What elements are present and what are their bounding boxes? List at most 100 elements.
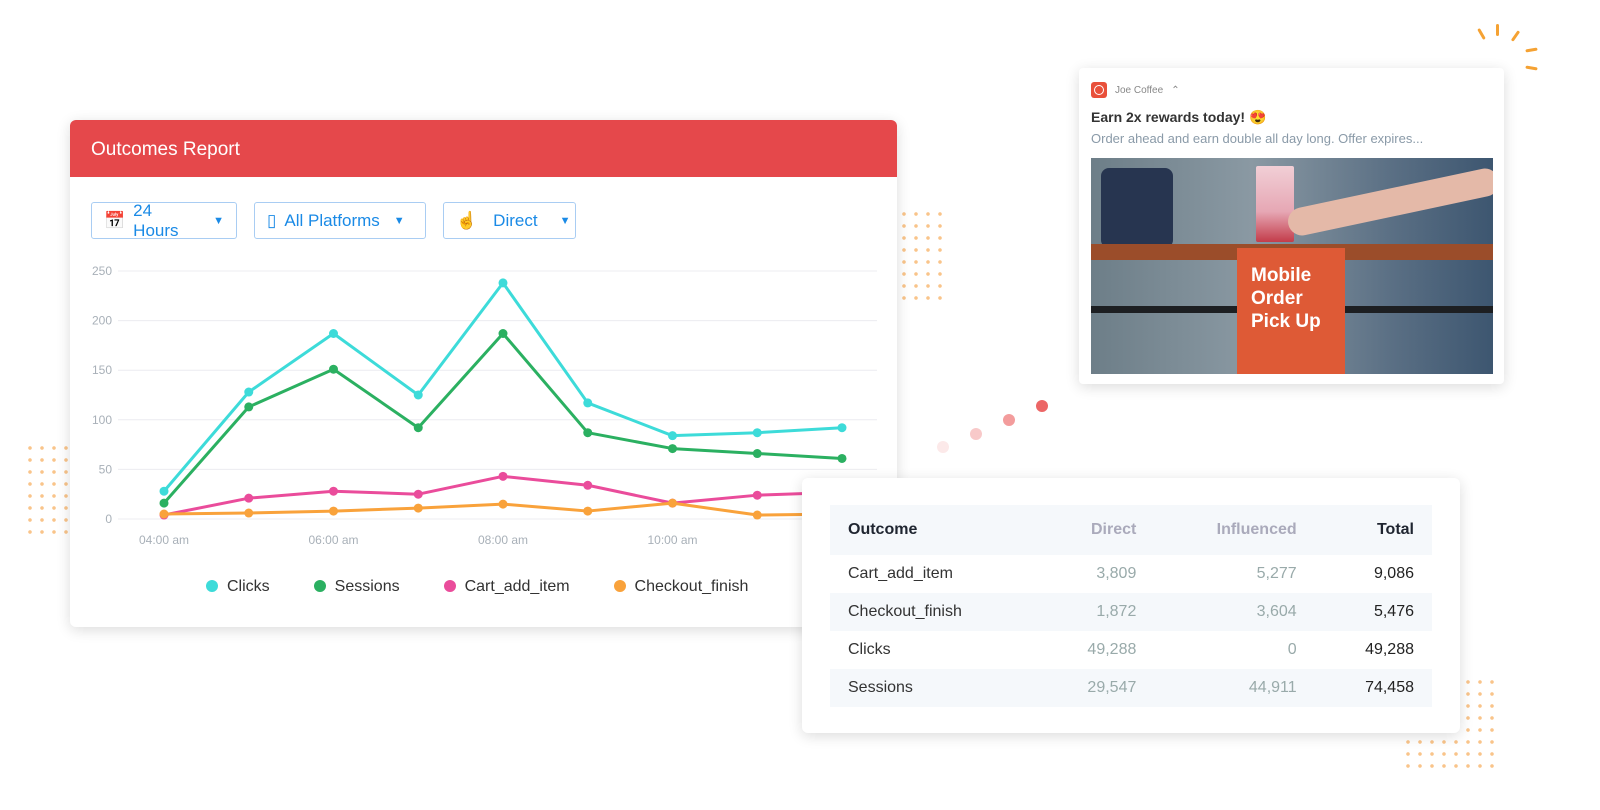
app-name: Joe Coffee <box>1115 84 1164 96</box>
col-total[interactable]: Total <box>1376 521 1414 538</box>
data-point-sessions <box>329 364 338 374</box>
legend-swatch <box>613 580 626 592</box>
series-line-clicks <box>162 281 843 493</box>
data-point-clicks <box>329 328 338 338</box>
cell-outcome: Cart_add_item <box>848 565 953 582</box>
legend-item-sessions[interactable]: Sessions <box>313 578 400 596</box>
time-range-dropdown[interactable]: 📅 24 Hours ▼ <box>91 200 237 240</box>
table-header-row: Outcome Direct Influenced Total <box>830 505 1432 555</box>
legend-swatch <box>443 580 456 592</box>
notification-title: Earn 2x rewards today! 😍 <box>1091 109 1267 125</box>
cell-total: 49,288 <box>1365 641 1414 658</box>
attribution-label: Direct <box>493 210 538 230</box>
data-point-checkout_finish <box>583 506 593 516</box>
legend-item-clicks[interactable]: Clicks <box>206 578 270 596</box>
data-point-sessions <box>752 449 762 459</box>
notification-app-header: Joe Coffee ⌃ <box>1091 82 1180 98</box>
outcomes-table-card: Outcome Direct Influenced Total Cart_add… <box>802 478 1460 733</box>
app-logo <box>1091 82 1107 98</box>
data-point-cart_add_item <box>498 471 508 481</box>
y-tick-label: 100 <box>92 413 112 427</box>
data-point-clicks <box>159 486 169 496</box>
cell-influenced: 44,911 <box>1248 679 1297 696</box>
image-sign-text: Mobile Order Pick Up <box>1237 248 1345 374</box>
table-row: Checkout_finish 1,872 3,604 5,476 <box>830 593 1432 631</box>
x-tick-label: 06:00 am <box>308 533 358 547</box>
cell-influenced: 5,277 <box>1256 565 1297 582</box>
data-point-sessions <box>837 453 847 463</box>
decor-dot <box>937 441 949 453</box>
data-point-checkout_finish <box>752 510 762 520</box>
notification-body: Order ahead and earn double all day long… <box>1091 131 1424 146</box>
legend-item-checkout-finish[interactable]: Checkout_finish <box>613 578 749 596</box>
data-point-sessions <box>244 402 254 412</box>
report-title: Outcomes Report <box>70 120 897 177</box>
cell-outcome: Clicks <box>848 641 891 658</box>
legend-swatch <box>206 580 218 592</box>
data-point-cart_add_item <box>329 486 338 496</box>
decor-dot <box>970 428 982 440</box>
cell-outcome: Checkout_finish <box>848 603 962 620</box>
x-tick-label: 10:00 am <box>647 533 697 547</box>
data-point-cart_add_item <box>752 490 762 500</box>
data-point-checkout_finish <box>413 503 423 513</box>
table-row: Clicks 49,288 0 49,288 <box>830 631 1432 669</box>
caret-down-icon: ▼ <box>213 214 224 227</box>
data-point-clicks <box>668 431 677 441</box>
y-tick-label: 150 <box>92 363 112 377</box>
legend-swatch <box>313 580 326 592</box>
cell-total: 9,086 <box>1373 565 1414 582</box>
data-point-cart_add_item <box>244 493 254 503</box>
cell-influenced: 0 <box>1287 641 1297 658</box>
cell-total: 74,458 <box>1365 679 1414 696</box>
series-line-cart_add_item <box>163 474 843 517</box>
attribution-dropdown[interactable]: ☝ Direct ▼ <box>443 202 576 239</box>
data-point-sessions <box>413 423 423 433</box>
data-point-cart_add_item <box>583 480 593 490</box>
decor-dot <box>1003 414 1015 426</box>
mobile-icon: ▯ <box>267 210 277 230</box>
outcomes-line-chart: 0 50 100 150 200 250 04:00 am 06:00 am 08:00 am 1… <box>92 264 877 547</box>
legend-item-cart-add-item[interactable]: Cart_add_item <box>443 578 570 596</box>
cell-influenced: 3,604 <box>1256 603 1297 620</box>
y-tick-label: 200 <box>92 314 112 328</box>
table-row: Cart_add_item 3,809 5,277 9,086 <box>830 555 1432 593</box>
col-influenced[interactable]: Influenced <box>1216 521 1297 538</box>
table-row: Sessions 29,547 44,911 74,458 <box>830 669 1432 707</box>
cell-direct: 1,872 <box>1096 603 1137 620</box>
data-point-clicks <box>413 390 423 400</box>
decor-dots <box>898 208 944 300</box>
cell-total: 5,476 <box>1373 603 1414 620</box>
push-notification-preview[interactable]: Joe Coffee ⌃ Earn 2x rewards today! 😍 Or… <box>1079 68 1504 384</box>
platform-dropdown[interactable]: ▯ All Platforms ▼ <box>254 202 426 239</box>
decor-dot <box>1036 400 1048 412</box>
data-point-checkout_finish <box>159 509 169 519</box>
y-tick-label: 250 <box>92 264 112 278</box>
tap-icon: ☝ <box>456 210 478 230</box>
chevron-up-icon[interactable]: ⌃ <box>1171 84 1180 96</box>
outcomes-report-card: Outcomes Report 📅 24 Hours ▼ ▯ All Platf… <box>70 120 897 627</box>
platform-label: All Platforms <box>284 210 380 230</box>
legend-label: Checkout_finish <box>634 578 749 595</box>
cell-outcome: Sessions <box>848 679 913 696</box>
time-range-label: 24 Hours <box>133 200 179 240</box>
calendar-icon: 📅 <box>104 210 126 230</box>
outcomes-table: Outcome Direct Influenced Total Cart_add… <box>830 505 1432 707</box>
chart-legend: Clicks Sessions Cart_add_item Checkout_f… <box>206 578 748 596</box>
decor-dots <box>24 442 70 534</box>
caret-down-icon: ▼ <box>393 214 405 227</box>
data-point-checkout_finish <box>668 498 677 508</box>
col-outcome[interactable]: Outcome <box>848 521 918 538</box>
data-point-checkout_finish <box>498 499 508 509</box>
data-point-cart_add_item <box>413 489 423 499</box>
data-point-sessions <box>159 498 169 508</box>
x-tick-label: 08:00 am <box>478 533 528 547</box>
data-point-sessions <box>498 328 508 338</box>
y-tick-label: 50 <box>99 462 113 476</box>
data-point-sessions <box>668 444 677 454</box>
notification-image: Mobile Order Pick Up <box>1091 158 1493 374</box>
legend-label: Cart_add_item <box>464 578 570 595</box>
col-direct[interactable]: Direct <box>1091 521 1137 538</box>
caret-down-icon: ▼ <box>559 214 571 227</box>
cell-direct: 49,288 <box>1087 641 1137 658</box>
